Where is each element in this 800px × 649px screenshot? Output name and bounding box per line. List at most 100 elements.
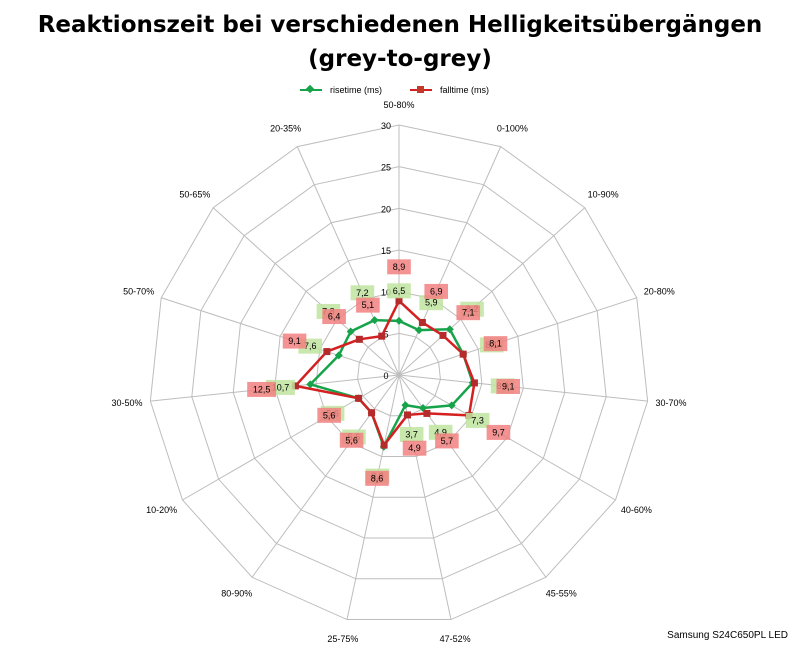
category-label: 47-52% bbox=[440, 634, 471, 644]
category-label: 25-75% bbox=[327, 634, 358, 644]
footer-caption: Samsung S24C650PL LED bbox=[667, 630, 788, 641]
r-tick-label: 15 bbox=[381, 246, 391, 256]
category-label: 10-90% bbox=[588, 189, 619, 199]
data-label-fall: 8,9 bbox=[393, 262, 406, 272]
data-label-bg bbox=[486, 424, 511, 440]
legend-fall-label: falltime (ms) bbox=[440, 85, 489, 95]
rise-marker bbox=[346, 327, 355, 336]
fall-marker bbox=[378, 332, 386, 340]
data-label-bg bbox=[317, 407, 341, 423]
rise-marker bbox=[334, 351, 343, 360]
data-label-bg bbox=[339, 432, 364, 448]
data-label-bg bbox=[419, 295, 443, 311]
data-label-bg bbox=[350, 285, 375, 301]
grid-spoke bbox=[161, 297, 400, 376]
r-tick-label: 0 bbox=[383, 371, 388, 381]
data-label-fall: 8,6 bbox=[371, 473, 384, 483]
data-label-bg bbox=[322, 309, 346, 325]
data-label-rise: 4,9 bbox=[434, 427, 447, 437]
data-label-fall: 8,1 bbox=[489, 339, 502, 349]
data-label-bg bbox=[387, 259, 411, 275]
data-label-fall: 5,6 bbox=[345, 435, 358, 445]
category-label: 0-100% bbox=[497, 123, 528, 133]
rise-marker bbox=[370, 316, 379, 325]
legend: risetime (ms) falltime (ms) bbox=[300, 83, 520, 97]
category-label: 50-70% bbox=[123, 287, 154, 297]
data-label-bg bbox=[365, 470, 389, 486]
fall-marker bbox=[355, 335, 363, 343]
data-label-fall: 9,7 bbox=[492, 427, 505, 437]
r-tick-label: 30 bbox=[381, 121, 391, 131]
data-label-fall: 7,1 bbox=[462, 308, 475, 318]
grid-ring bbox=[315, 291, 483, 458]
data-label-rise: 10,7 bbox=[272, 382, 290, 392]
data-label-bg bbox=[247, 381, 276, 397]
category-label: 30-50% bbox=[111, 398, 142, 408]
grid-ring bbox=[274, 249, 524, 498]
rise-marker bbox=[414, 326, 423, 335]
data-label-rise: 3,7 bbox=[405, 430, 418, 440]
fall-marker bbox=[380, 441, 388, 449]
data-label-bg bbox=[356, 297, 380, 313]
r-tick-label: 20 bbox=[381, 204, 391, 214]
category-label: 50-65% bbox=[179, 189, 210, 199]
data-label-bg bbox=[282, 333, 307, 349]
grid-spoke bbox=[212, 207, 400, 376]
category-label: 80-90% bbox=[221, 588, 252, 598]
data-label-fall: 9,1 bbox=[502, 381, 515, 391]
grid-ring bbox=[232, 207, 566, 539]
chart-title-line-2: (grey-to-grey) bbox=[308, 46, 492, 72]
data-label-rise: 7,3 bbox=[471, 415, 484, 425]
fall-marker bbox=[323, 348, 331, 356]
r-tick-label: 5 bbox=[383, 329, 388, 339]
data-label-bg bbox=[456, 305, 481, 321]
legend-rise-label: risetime (ms) bbox=[330, 85, 382, 95]
legend-fall-marker bbox=[417, 86, 424, 93]
grid-spoke bbox=[251, 374, 400, 578]
rise-marker bbox=[447, 401, 456, 410]
rise-marker bbox=[401, 401, 410, 410]
data-label-fall: 5,6 bbox=[323, 410, 336, 420]
fall-marker bbox=[470, 379, 478, 387]
grid-spoke bbox=[346, 374, 400, 620]
grid-spoke bbox=[398, 374, 547, 578]
category-label: 50-80% bbox=[383, 100, 414, 110]
data-label-bg bbox=[435, 433, 459, 449]
series-line-fall bbox=[294, 299, 476, 447]
rise-marker bbox=[395, 316, 403, 325]
grid-ring bbox=[149, 124, 649, 621]
fall-marker bbox=[355, 394, 363, 402]
chart-title-line-1: Reaktionszeit bei verschiedenen Helligke… bbox=[37, 12, 763, 38]
rise-marker bbox=[306, 380, 315, 389]
category-label: 20-80% bbox=[644, 287, 675, 297]
data-label-fall: 6,9 bbox=[430, 286, 443, 296]
category-label: 30-70% bbox=[656, 398, 687, 408]
category-label: 40-60% bbox=[621, 505, 652, 515]
r-tick-label: 10 bbox=[381, 288, 391, 298]
grid-spoke bbox=[398, 297, 637, 376]
data-label-bg bbox=[399, 427, 424, 443]
data-label-fall: 5,1 bbox=[362, 300, 375, 310]
fall-marker bbox=[418, 318, 426, 326]
fall-marker bbox=[395, 297, 403, 305]
fall-marker bbox=[423, 409, 431, 417]
data-label-bg bbox=[483, 336, 508, 352]
data-label-bg bbox=[424, 283, 449, 299]
series-line-rise bbox=[309, 318, 475, 448]
data-label-rise: 6,5 bbox=[393, 286, 406, 296]
fall-marker bbox=[459, 350, 467, 358]
data-label-fall: 4,9 bbox=[408, 443, 421, 453]
r-tick-label: 25 bbox=[381, 163, 391, 173]
data-label-rise: 5,9 bbox=[425, 298, 438, 308]
category-label: 20-35% bbox=[270, 123, 301, 133]
fall-marker bbox=[291, 382, 299, 390]
grid-spoke bbox=[398, 207, 586, 376]
chart-title: Reaktionszeit bei verschiedenen Helligke… bbox=[0, 8, 800, 76]
data-label-rise: 7,2 bbox=[356, 288, 369, 298]
data-label-fall: 12,5 bbox=[253, 384, 271, 394]
data-label-fall: 6,4 bbox=[328, 312, 341, 322]
data-label-bg bbox=[465, 412, 490, 428]
rise-marker bbox=[445, 325, 454, 334]
category-label: 45-55% bbox=[546, 588, 577, 598]
